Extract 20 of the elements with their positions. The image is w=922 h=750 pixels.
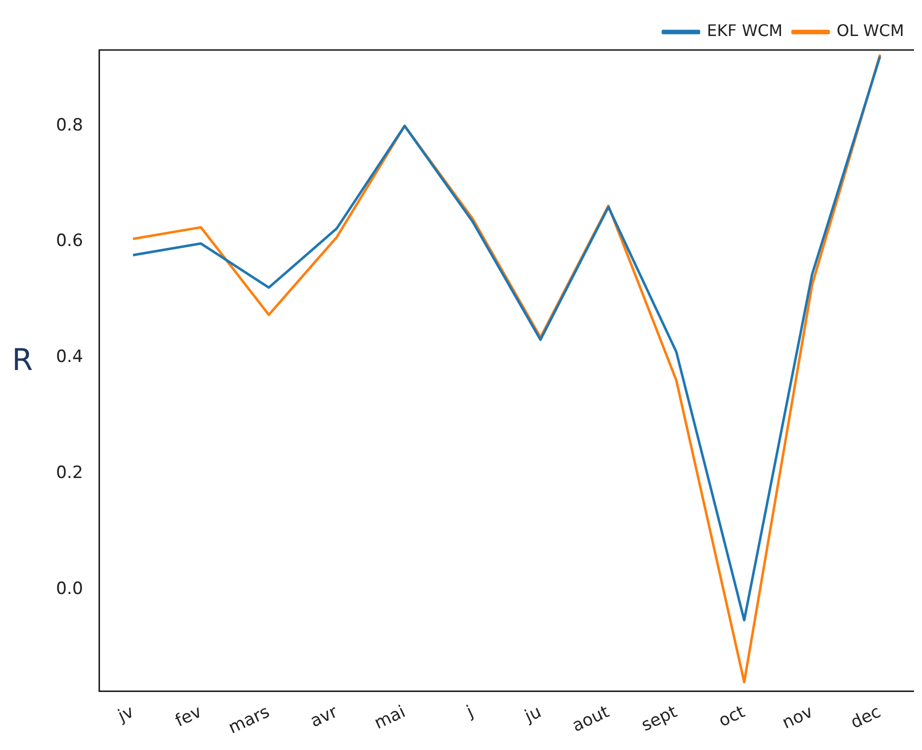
y-tick-label: 0.0 [56,578,84,599]
y-tick-label: 0.6 [56,231,84,252]
x-tick-label: dec [848,702,884,734]
x-tick-label: oct [716,702,748,732]
x-tick-label: j [462,702,477,723]
y-tick-label: 0.2 [56,462,84,483]
x-tick-label: mars [226,702,273,738]
x-tick-label: jv [114,702,137,727]
x-tick-label: nov [779,702,816,734]
x-tick-label: aout [569,702,613,736]
x-tick-label: mai [371,702,409,734]
y-tick-label: 0.4 [56,347,84,368]
x-tick-label: avr [307,702,341,732]
legend-label: OL WCM [836,21,904,40]
y-tick-label: 0.8 [56,115,84,136]
x-tick-label: ju [521,702,544,728]
legend-label: EKF WCM [706,21,783,40]
x-tick-label: fev [172,702,205,732]
y-axis-title: R [12,343,33,378]
x-tick-label: sept [638,702,681,736]
